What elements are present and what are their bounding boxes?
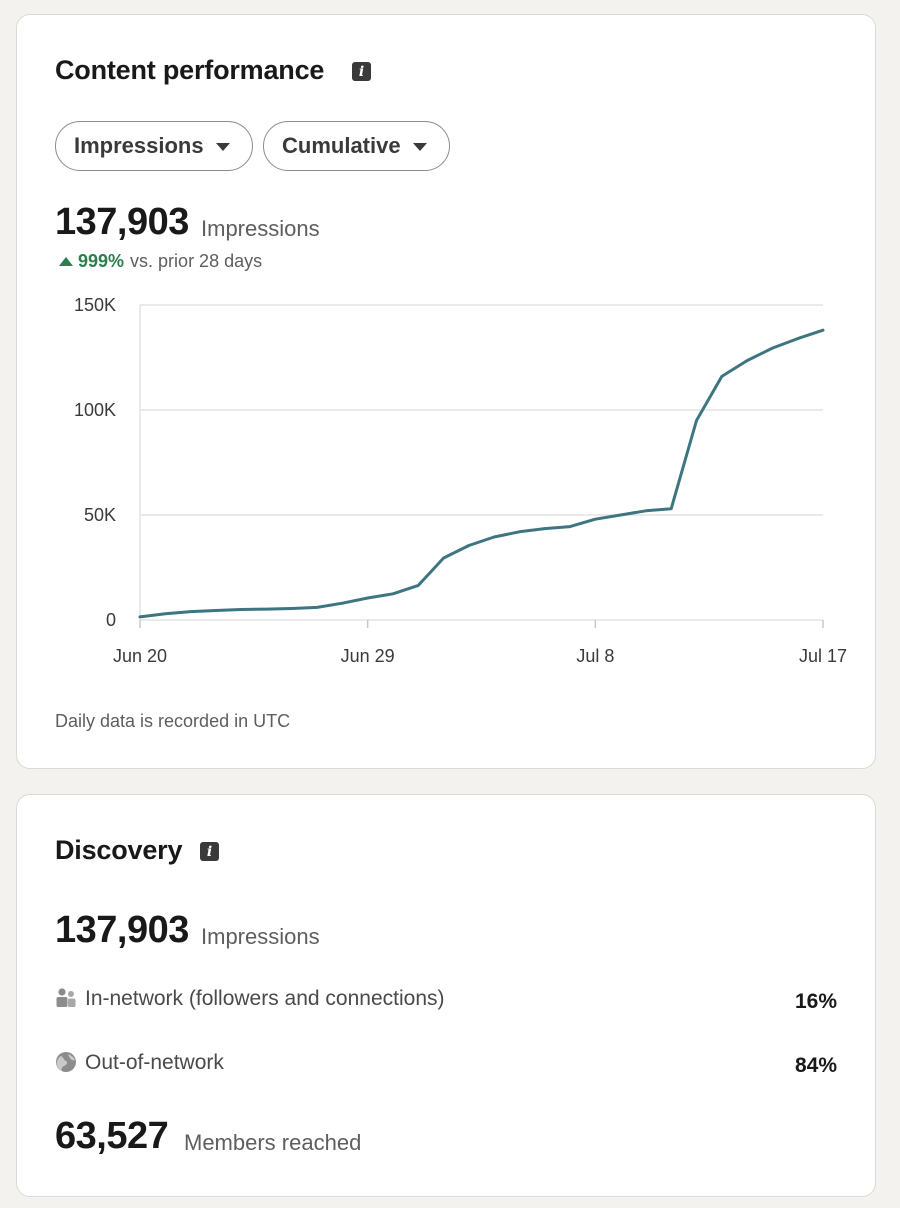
data-point: [315, 606, 319, 609]
impressions-chart: 0 50K 100K 150K Jun 20 Jun 29 Jul 8 Jul 17: [74, 295, 847, 666]
y-tick-label: 0: [106, 610, 116, 630]
members-reached-label: Members reached: [184, 1130, 362, 1155]
info-icon[interactable]: i: [352, 62, 371, 81]
data-point: [442, 556, 445, 560]
y-tick-label: 100K: [74, 400, 116, 420]
discovery-impressions-total: 137,903: [55, 909, 189, 951]
delta-percent: 999%: [78, 251, 125, 271]
data-point: [745, 359, 749, 362]
x-tick-label: Jul 8: [576, 646, 614, 666]
data-point: [214, 609, 218, 612]
in-network-percent: 16%: [794, 990, 837, 1013]
caret-down-icon: [412, 143, 427, 151]
data-point: [821, 329, 825, 332]
discovery-card: Discovery i 137,903 Impressions In-netwo…: [16, 794, 876, 1197]
discovery-impressions-label: Impressions: [201, 924, 320, 949]
discovery-title: Discovery: [55, 835, 183, 865]
data-point: [619, 513, 622, 517]
delta-row: 999% vs. prior 28 days: [59, 251, 262, 272]
mode-dropdown-label: Cumulative: [282, 133, 401, 158]
data-point: [518, 530, 521, 533]
triangle-up-icon: [59, 257, 73, 266]
x-tick-label: Jul 17: [799, 646, 847, 666]
members-reached-total: 63,527: [55, 1115, 169, 1157]
metric-dropdown[interactable]: Impressions: [55, 121, 253, 171]
data-point: [594, 518, 597, 521]
out-of-network-label: Out-of-network: [85, 1051, 224, 1074]
globe-icon: [56, 1052, 76, 1072]
data-point: [771, 346, 774, 350]
data-point: [138, 615, 142, 619]
data-point: [568, 525, 572, 528]
data-point: [467, 544, 471, 547]
data-point: [417, 584, 420, 587]
data-point: [796, 337, 799, 340]
info-icon[interactable]: i: [200, 842, 219, 861]
impressions-total: 137,903: [55, 201, 189, 243]
caret-down-icon: [215, 143, 230, 151]
mode-dropdown[interactable]: Cumulative: [263, 121, 450, 171]
data-point: [189, 610, 192, 613]
in-network-label: In-network (followers and connections): [85, 987, 445, 1010]
data-point: [670, 507, 673, 510]
data-point: [341, 602, 344, 605]
data-point: [644, 509, 648, 512]
content-performance-title: Content performance: [55, 55, 325, 85]
series-line-impressions: [138, 328, 825, 619]
data-point: [720, 375, 724, 378]
y-tick-label: 50K: [84, 505, 116, 525]
data-point: [366, 596, 369, 600]
metric-dropdown-label: Impressions: [74, 133, 204, 158]
people-icon: [56, 988, 76, 1007]
x-tick-label: Jun 20: [113, 646, 167, 666]
utc-footnote: Daily data is recorded in UTC: [55, 711, 291, 731]
data-point: [695, 419, 698, 422]
data-point: [543, 527, 546, 530]
data-point: [239, 608, 243, 611]
data-point: [391, 592, 395, 595]
impressions-total-label: Impressions: [201, 216, 320, 241]
x-tick-label: Jun 29: [341, 646, 395, 666]
delta-text: vs. prior 28 days: [130, 251, 263, 271]
data-point: [164, 612, 167, 615]
y-tick-label: 150K: [74, 295, 116, 315]
data-point: [492, 535, 496, 539]
out-of-network-percent: 84%: [794, 1054, 837, 1077]
content-performance-card: Content performance i Impressions Cumula…: [16, 14, 876, 769]
data-point: [290, 607, 293, 610]
data-point: [265, 607, 268, 611]
